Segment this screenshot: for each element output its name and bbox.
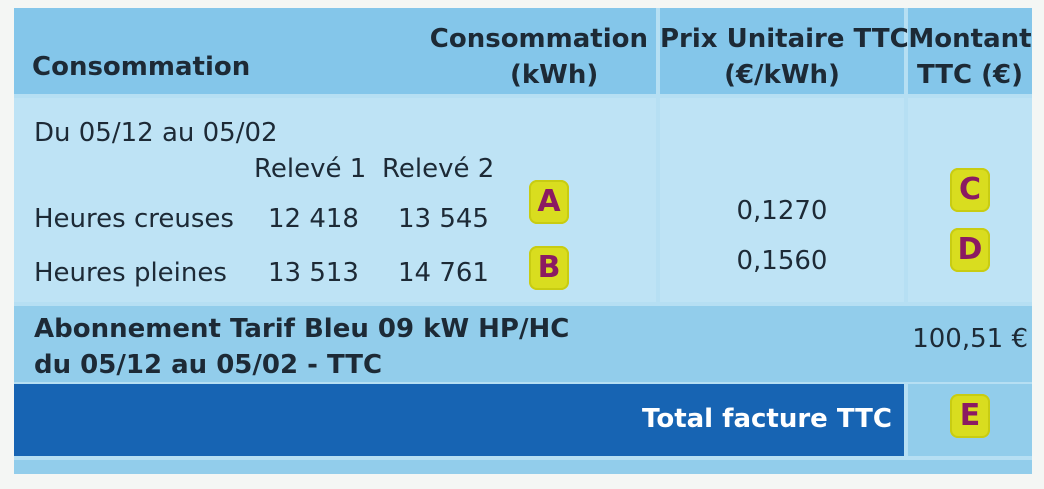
releve1-header: Relevé 1 [254, 154, 367, 184]
badge-e: E [950, 394, 990, 438]
row-releve2-value: 13 545 [398, 204, 489, 234]
total-label: Total facture TTC [642, 404, 892, 434]
header-consommation-label: Consommation [32, 52, 251, 82]
abonnement-line1: Abonnement Tarif Bleu 09 kW HP/HC [34, 314, 570, 344]
badge-b: B [529, 246, 569, 290]
header-cell-consommation [14, 8, 656, 94]
row-releve1-value: 12 418 [268, 204, 359, 234]
row-price-heures-creuses: 0,1270 [736, 196, 828, 226]
header-prix-line2: (€/kWh) [724, 60, 840, 90]
abonnement-amount: 100,51 € [912, 324, 1028, 354]
releve2-header: Relevé 2 [382, 154, 495, 184]
consumption-cell-prix [660, 98, 904, 302]
row-releve1-value: 13 513 [268, 258, 359, 288]
row-label-heures-pleines: Heures pleines [34, 258, 227, 288]
badge-d: D [950, 228, 990, 272]
abonnement-line2: du 05/12 au 05/02 - TTC [34, 350, 383, 380]
invoice-table: Consommation Consommation (kWh) Prix Uni… [14, 8, 1032, 474]
header-prix-line1: Prix Unitaire TTC [660, 24, 909, 54]
row-price-heures-pleines: 0,1560 [736, 246, 828, 276]
header-montant-line1: Montant [908, 24, 1032, 54]
badge-c: C [950, 168, 990, 212]
period-label: Du 05/12 au 05/02 [34, 118, 278, 148]
header-cell-montant [908, 8, 1032, 94]
header-cell-prix [660, 8, 904, 94]
header-consommation-kwh-line2: (kWh) [510, 60, 599, 90]
row-label-heures-creuses: Heures creuses [34, 204, 234, 234]
badge-a: A [529, 180, 569, 224]
header-consommation-kwh-line1: Consommation [429, 24, 648, 54]
abonnement-row [14, 306, 1032, 382]
header-montant-line2: TTC (€) [916, 60, 1024, 90]
total-row [14, 384, 904, 456]
bottom-strip [14, 460, 1032, 474]
row-releve2-value: 14 761 [398, 258, 489, 288]
